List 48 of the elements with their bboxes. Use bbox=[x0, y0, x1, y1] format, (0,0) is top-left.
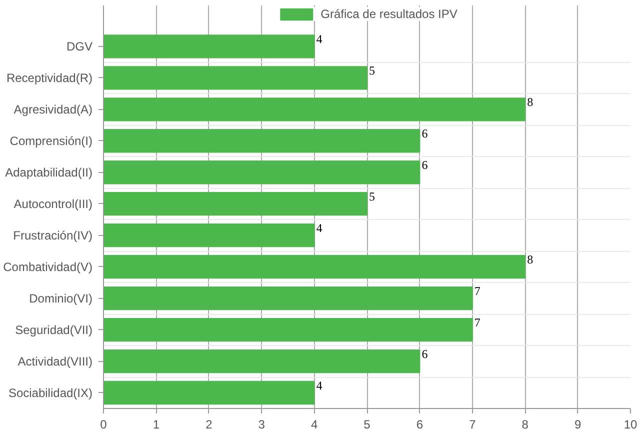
x-tick-label: 8 bbox=[522, 418, 529, 431]
y-tick-label: Frustración(IV) bbox=[13, 228, 93, 242]
y-tick-label: Receptividad(R) bbox=[6, 70, 93, 85]
x-tick-label: 6 bbox=[416, 418, 424, 431]
bar bbox=[104, 286, 473, 310]
x-tick-label: 7 bbox=[469, 418, 476, 431]
bar bbox=[104, 192, 368, 216]
legend-label: Gráfica de resultados IPV bbox=[320, 7, 458, 21]
y-tick-label: Adaptabilidad(II) bbox=[5, 165, 93, 180]
data-label: 6 bbox=[422, 158, 428, 172]
y-tick-label: DGV bbox=[66, 39, 93, 54]
bar bbox=[104, 34, 315, 58]
bar bbox=[104, 98, 526, 122]
y-tick-label: Combatividad(V) bbox=[3, 260, 93, 274]
data-label: 7 bbox=[474, 284, 480, 298]
x-tick-label: 9 bbox=[574, 418, 582, 431]
data-label: 4 bbox=[316, 32, 322, 46]
bar bbox=[104, 66, 368, 90]
y-tick-label: Autocontrol(III) bbox=[14, 196, 93, 211]
data-label: 4 bbox=[316, 378, 322, 392]
bar bbox=[104, 380, 315, 405]
data-label: 7 bbox=[474, 315, 480, 330]
y-tick-label: Agresividad(A) bbox=[14, 102, 93, 116]
data-label: 6 bbox=[422, 346, 428, 361]
data-label: 8 bbox=[527, 252, 534, 266]
data-label: 6 bbox=[422, 126, 428, 141]
x-tick-label: 2 bbox=[206, 418, 213, 431]
x-tick-label: 0 bbox=[100, 418, 108, 431]
x-tick-label: 10 bbox=[624, 418, 638, 431]
bar bbox=[104, 160, 420, 184]
x-tick-label: 3 bbox=[258, 418, 266, 431]
data-label: 8 bbox=[527, 95, 534, 110]
bar bbox=[104, 224, 315, 248]
y-tick-label: Actividad(VIII) bbox=[18, 354, 93, 368]
x-tick-label: 4 bbox=[310, 418, 318, 431]
y-tick-label: Dominio(VI) bbox=[29, 291, 93, 306]
y-tick-label: Comprensión(I) bbox=[10, 134, 93, 148]
y-tick-label: Seguridad(VII) bbox=[15, 322, 93, 337]
bar bbox=[104, 129, 420, 153]
y-tick-label: Sociabilidad(IX) bbox=[8, 386, 93, 400]
x-tick-label: 1 bbox=[152, 418, 160, 431]
data-label: 5 bbox=[369, 190, 375, 204]
bar bbox=[104, 254, 526, 279]
data-label: 4 bbox=[316, 221, 322, 235]
data-label: 5 bbox=[369, 64, 375, 78]
bar bbox=[104, 349, 420, 374]
bar bbox=[104, 318, 473, 342]
x-tick-label: 5 bbox=[364, 418, 371, 431]
